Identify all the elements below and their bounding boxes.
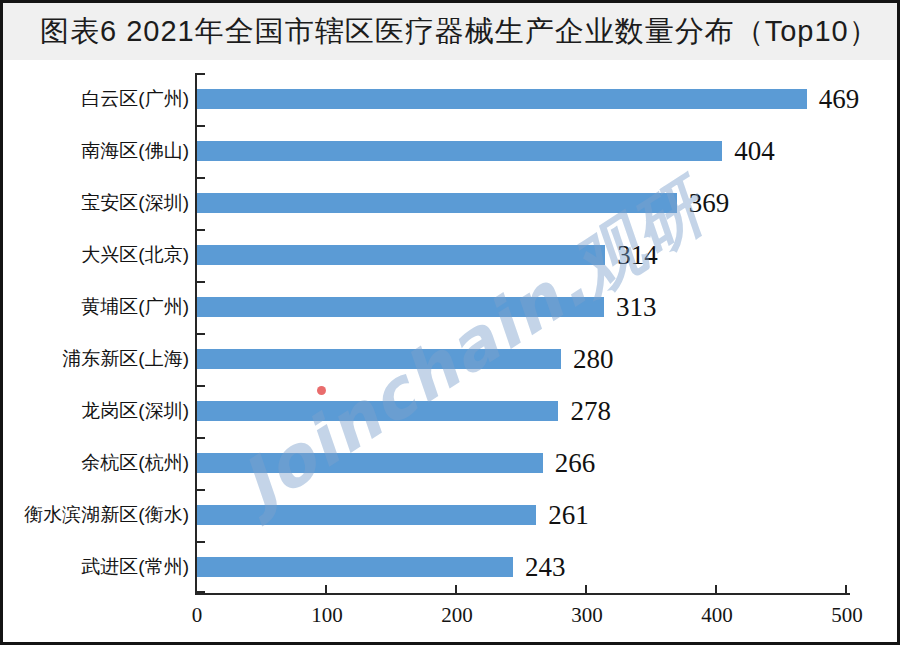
value-label: 278 — [570, 385, 611, 437]
x-axis-tick — [845, 585, 847, 593]
x-axis-tick — [455, 585, 457, 593]
bar-row: 314 — [197, 229, 847, 281]
bar-row: 266 — [197, 437, 847, 489]
plot-area: 469404369 314313280278266261243 — [197, 73, 847, 593]
bar-row: 278 — [197, 385, 847, 437]
value-label: 266 — [555, 437, 596, 489]
y-axis-tick — [197, 73, 205, 75]
y-axis-tick — [197, 229, 205, 231]
x-tick-label: 100 — [311, 603, 343, 628]
bar — [197, 557, 513, 577]
category-label: 白云区(广州) — [3, 73, 189, 125]
x-tick-label: 300 — [571, 603, 603, 628]
bar-row: 243 — [197, 541, 847, 593]
chart-title: 图表6 2021年全国市辖区医疗器械生产企业数量分布（Top10） — [40, 12, 879, 52]
x-tick-label: 0 — [192, 603, 203, 628]
bar-row: 404 — [197, 125, 847, 177]
bar — [197, 141, 722, 161]
bar — [197, 505, 536, 525]
bar — [197, 401, 558, 421]
y-axis-tick — [197, 281, 205, 283]
bar — [197, 297, 604, 317]
value-label: 404 — [734, 125, 775, 177]
value-label: 261 — [548, 489, 589, 541]
x-tick-label: 200 — [441, 603, 473, 628]
category-label: 宝安区(深圳) — [3, 177, 189, 229]
category-label: 浦东新区(上海) — [3, 333, 189, 385]
y-axis-tick — [197, 541, 205, 543]
chart-window: 图表6 2021年全国市辖区医疗器械生产企业数量分布（Top10） 白云区(广州… — [0, 0, 900, 645]
value-label: 469 — [819, 73, 860, 125]
y-axis-tick — [197, 489, 205, 491]
y-axis-tick — [197, 385, 205, 387]
x-tick-label: 400 — [701, 603, 733, 628]
value-label: 280 — [573, 333, 614, 385]
value-label: 313 — [616, 281, 657, 333]
y-axis-tick — [197, 591, 205, 593]
bar-row: 369 — [197, 177, 847, 229]
x-axis-tick — [715, 585, 717, 593]
category-label: 衡水滨湖新区(衡水) — [3, 489, 189, 541]
bar — [197, 245, 605, 265]
value-label: 314 — [617, 229, 658, 281]
x-axis-tick-labels: 0100200300400500 — [197, 603, 847, 631]
x-axis-tick — [585, 585, 587, 593]
bar-row: 469 — [197, 73, 847, 125]
y-axis-tick — [197, 333, 205, 335]
category-label: 余杭区(杭州) — [3, 437, 189, 489]
bar-row: 313 — [197, 281, 847, 333]
bar — [197, 349, 561, 369]
category-label: 大兴区(北京) — [3, 229, 189, 281]
x-tick-label: 500 — [831, 603, 863, 628]
bar — [197, 453, 543, 473]
bar — [197, 193, 677, 213]
y-axis-tick — [197, 125, 205, 127]
y-axis-tick — [197, 177, 205, 179]
category-label: 南海区(佛山) — [3, 125, 189, 177]
value-label: 369 — [689, 177, 730, 229]
category-label: 黄埔区(广州) — [3, 281, 189, 333]
x-axis-line — [195, 593, 850, 595]
bar — [197, 89, 807, 109]
x-axis-tick — [325, 585, 327, 593]
chart-title-bar: 图表6 2021年全国市辖区医疗器械生产企业数量分布（Top10） — [3, 3, 897, 60]
value-label: 243 — [525, 541, 566, 593]
category-label: 武进区(常州) — [3, 541, 189, 593]
y-axis-tick — [197, 437, 205, 439]
category-label: 龙岗区(深圳) — [3, 385, 189, 437]
category-labels: 白云区(广州)南海区(佛山)宝安区(深圳)大兴区(北京)黄埔区(广州)浦东新区(… — [3, 73, 189, 593]
bar-row: 280 — [197, 333, 847, 385]
bar-row: 261 — [197, 489, 847, 541]
